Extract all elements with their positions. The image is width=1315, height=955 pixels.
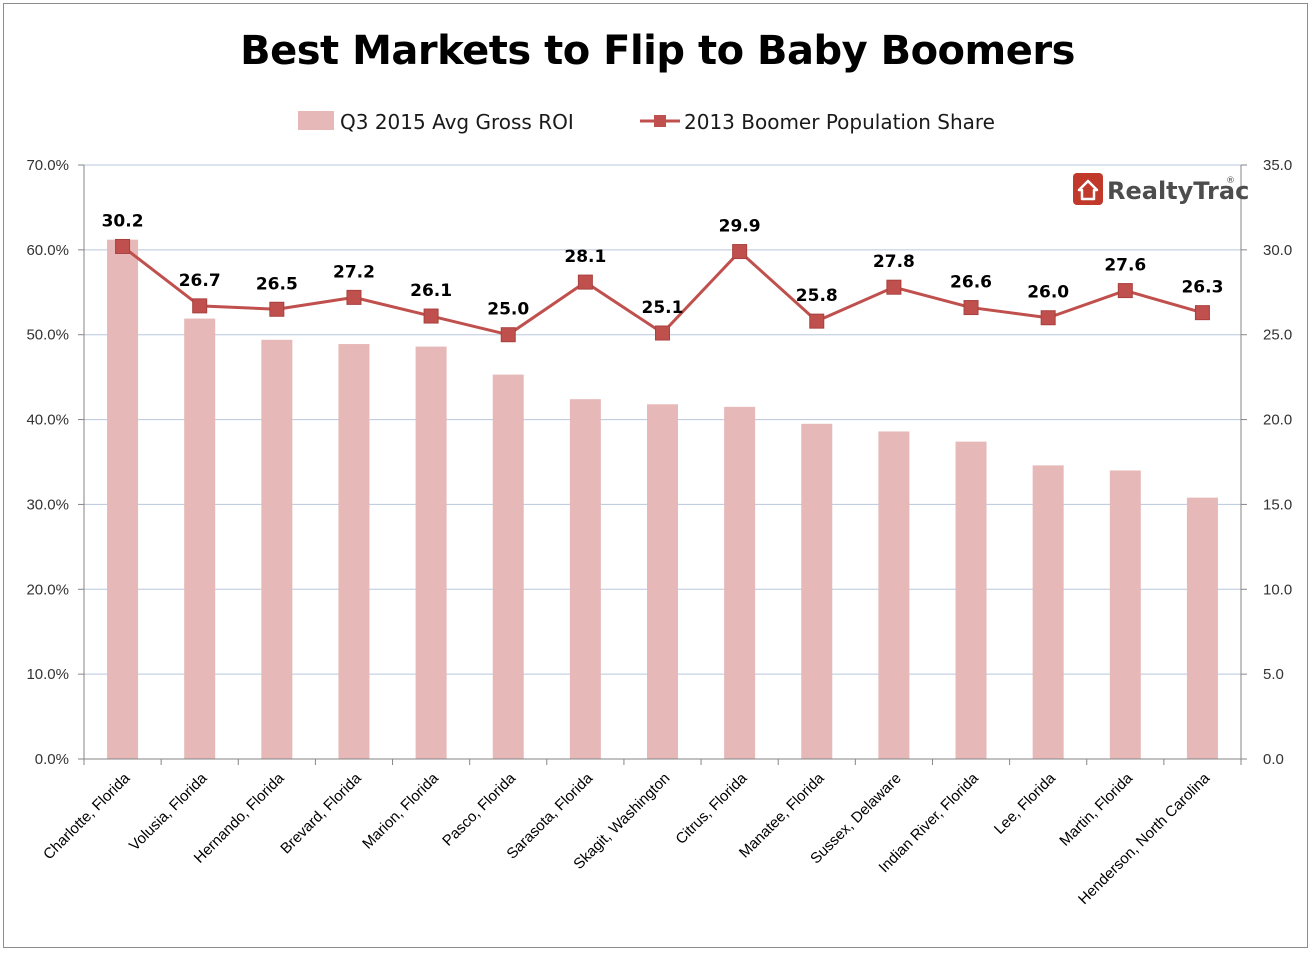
line-marker	[1117, 283, 1133, 299]
bar	[801, 423, 833, 759]
bar	[338, 344, 370, 759]
bar	[647, 404, 678, 759]
legend-label-boomer: 2013 Boomer Population Share	[684, 110, 995, 134]
right-tick-label: 20.0	[1263, 412, 1292, 429]
left-tick-label: 30.0%	[26, 496, 69, 513]
category-label: Lee, Florida	[991, 769, 1059, 837]
left-tick-label: 70.0%	[26, 157, 69, 174]
line-marker	[269, 301, 285, 317]
line-marker	[963, 300, 979, 316]
data-label: 26.3	[1181, 278, 1223, 298]
chart-frame	[3, 3, 1308, 948]
right-tick-label: 15.0	[1263, 496, 1292, 513]
right-tick-label: 0.0	[1263, 751, 1284, 768]
category-label: Henderson, North Carolina	[1075, 769, 1214, 908]
bar	[878, 431, 910, 759]
category-label: Volusia, Florida	[126, 769, 211, 854]
data-label: 26.5	[256, 274, 298, 294]
legend-swatch-marker	[654, 115, 666, 127]
line-marker	[1194, 305, 1210, 321]
data-label: 27.8	[873, 252, 915, 272]
bar	[184, 318, 216, 759]
line-marker	[732, 244, 748, 260]
data-label: 26.0	[1027, 283, 1069, 303]
line-series	[115, 238, 1210, 343]
data-label: 26.7	[179, 271, 221, 291]
category-label: Marion, Florida	[359, 769, 442, 852]
data-label: 30.2	[102, 211, 144, 231]
legend-label-roi: Q3 2015 Avg Gross ROI	[340, 110, 574, 134]
data-label: 29.9	[719, 217, 761, 237]
right-tick-label: 5.0	[1263, 666, 1284, 683]
legend-swatch-bar	[298, 111, 334, 130]
bar	[492, 374, 524, 759]
left-tick-label: 0.0%	[35, 751, 69, 768]
legend: Q3 2015 Avg Gross ROI 2013 Boomer Popula…	[298, 110, 995, 134]
data-label: 25.0	[487, 300, 529, 320]
logo-text: RealtyTrac	[1107, 177, 1249, 205]
data-labels: 30.2 26.7 26.5 27.2 26.1 25.0 28.1 25.1 29.9 25.8…	[102, 211, 1224, 319]
category-label: Citrus, Florida	[672, 769, 750, 847]
data-label: 27.6	[1104, 256, 1146, 276]
left-tick-label: 20.0%	[26, 581, 69, 598]
line-marker	[500, 327, 516, 343]
bar	[415, 346, 447, 759]
line-marker	[115, 238, 131, 254]
bar	[569, 399, 601, 759]
bar	[107, 239, 139, 759]
left-tick-label: 50.0%	[26, 327, 69, 344]
bar	[1109, 470, 1141, 759]
bar	[261, 339, 293, 759]
data-label: 26.6	[950, 273, 992, 293]
house-icon	[1073, 173, 1103, 205]
axes: 0.0% 0.0 10.0% 5.0 20.0% 10.0 30.0% 15.0 40.0% 20…	[26, 157, 1292, 768]
right-tick-label: 30.0	[1263, 242, 1292, 259]
right-tick-label: 35.0	[1263, 157, 1292, 174]
chart-title: Best Markets to Flip to Baby Boomers	[240, 28, 1075, 74]
realtytrac-logo: RealtyTrac ®	[1073, 173, 1249, 205]
data-label: 25.1	[642, 298, 684, 318]
left-tick-label: 40.0%	[26, 412, 69, 429]
bar	[1032, 465, 1064, 759]
data-label: 28.1	[564, 247, 606, 267]
line-marker	[577, 274, 593, 290]
data-label: 25.8	[796, 286, 838, 306]
line-marker	[809, 313, 825, 329]
line-marker	[423, 308, 439, 324]
category-label: Pasco, Florida	[439, 769, 519, 849]
logo-trademark: ®	[1226, 176, 1235, 186]
left-tick-label: 10.0%	[26, 666, 69, 683]
line-marker	[655, 325, 670, 341]
line-marker	[346, 289, 362, 305]
line-marker	[192, 298, 208, 314]
right-tick-label: 25.0	[1263, 327, 1292, 344]
bar	[1186, 497, 1218, 759]
line-marker	[886, 279, 902, 295]
bar-series	[107, 239, 1218, 759]
category-label: Charlotte, Florida	[40, 769, 134, 863]
line-marker	[1040, 310, 1056, 326]
data-label: 27.2	[333, 262, 375, 282]
category-label: Martin, Florida	[1056, 769, 1136, 849]
bar	[724, 406, 756, 759]
right-tick-label: 10.0	[1263, 581, 1292, 598]
left-tick-label: 60.0%	[26, 242, 69, 259]
bar	[955, 441, 987, 759]
category-label: Brevard, Florida	[277, 769, 365, 857]
data-label: 26.1	[410, 281, 452, 301]
